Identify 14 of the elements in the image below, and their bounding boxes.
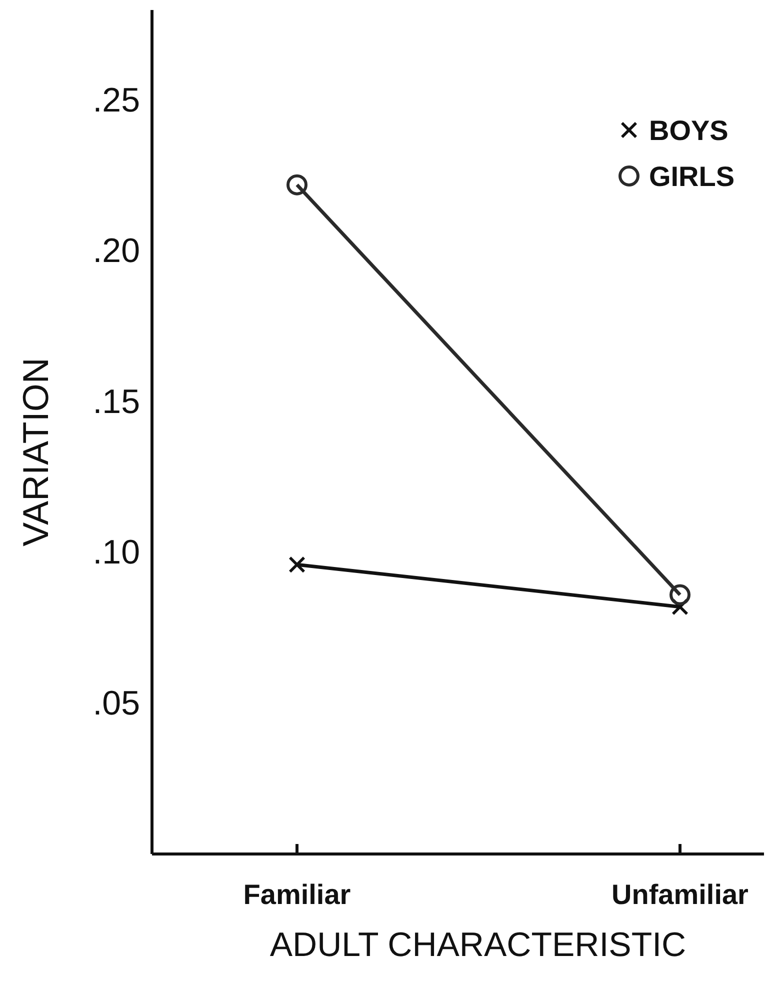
point bbox=[286, 174, 308, 196]
x-tick-label: Familiar bbox=[243, 879, 351, 910]
x-tick-label: Unfamiliar bbox=[612, 879, 749, 910]
y-tick-label: .15 bbox=[92, 382, 140, 421]
legend-label: GIRLS bbox=[649, 161, 735, 192]
y-tick-label: .25 bbox=[92, 81, 140, 120]
y-axis-title: VARIATION bbox=[15, 358, 56, 546]
y-tick-label: .20 bbox=[92, 232, 140, 270]
legend-label: BOYS bbox=[649, 115, 728, 146]
point bbox=[289, 556, 305, 573]
y-tick-label: .10 bbox=[92, 534, 140, 572]
y-tick-label: .05 bbox=[92, 684, 140, 722]
point bbox=[670, 584, 690, 606]
x-axis-title: ADULT CHARACTERISTIC bbox=[270, 926, 686, 964]
